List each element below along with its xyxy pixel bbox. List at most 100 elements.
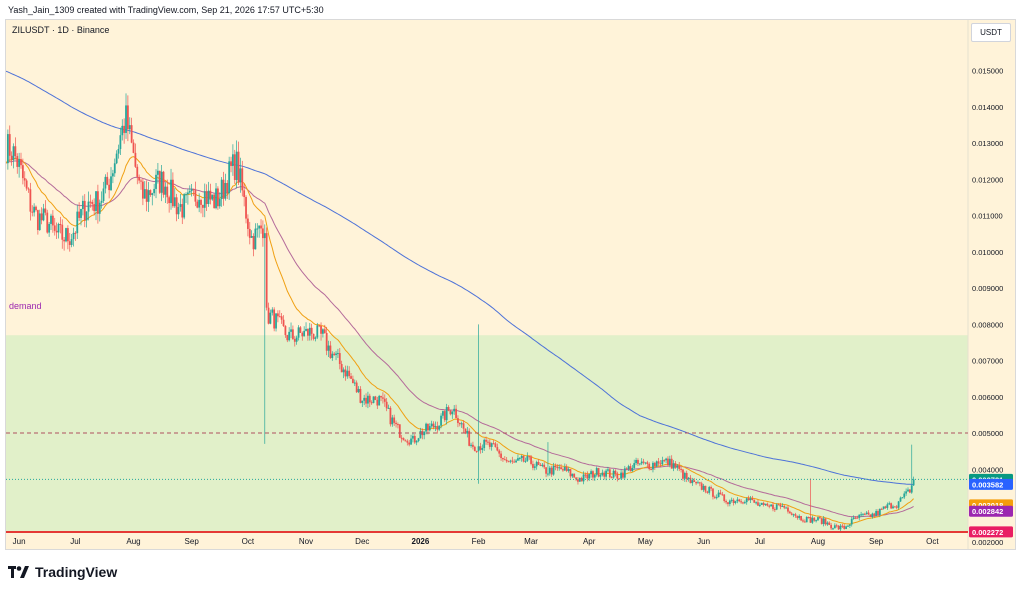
candle: [642, 458, 645, 465]
candle-body: [895, 506, 898, 508]
y-tick-label: 0.010000: [972, 248, 1003, 257]
candle-body: [33, 206, 36, 213]
candle-body: [175, 197, 178, 215]
candle: [40, 207, 43, 225]
candle-body: [487, 441, 489, 443]
candle: [775, 503, 778, 511]
demand-zone-label: demand: [9, 301, 42, 311]
candle: [98, 199, 101, 222]
candle: [280, 313, 283, 324]
candle: [487, 439, 489, 446]
candle-body: [734, 501, 737, 503]
candle-body: [728, 500, 731, 505]
candle: [835, 523, 838, 528]
candle: [650, 468, 652, 471]
candle: [247, 214, 249, 237]
candle: [541, 462, 544, 468]
candle: [537, 459, 540, 465]
candle: [320, 322, 322, 341]
candle: [552, 462, 555, 476]
candle-body: [453, 408, 456, 412]
candle-body: [183, 194, 186, 218]
candle: [318, 325, 321, 328]
candle-body: [747, 498, 750, 501]
candle-body: [262, 228, 264, 239]
candle-body: [383, 398, 386, 402]
candle-body: [410, 438, 412, 445]
candle-body: [325, 332, 328, 351]
candle: [113, 158, 116, 177]
candle-body: [905, 491, 908, 494]
y-tick-label: 0.002000: [972, 538, 1003, 547]
candle: [168, 195, 171, 213]
candle: [815, 519, 818, 523]
chart-panel[interactable]: 0.002000 0.004000 0.005000 0.006000 0.007000…: [5, 19, 1016, 550]
candle: [577, 476, 579, 485]
candle: [757, 499, 759, 506]
candle: [170, 168, 172, 210]
candle: [475, 450, 478, 453]
candle-body: [110, 176, 112, 191]
candle-body: [582, 474, 585, 482]
y-tick-label: 0.013000: [972, 139, 1003, 148]
candle: [325, 326, 328, 356]
candle: [327, 340, 330, 358]
candle-body: [590, 471, 592, 475]
candle: [194, 181, 197, 207]
candle-body: [316, 325, 319, 338]
candle-body: [633, 463, 636, 468]
candle: [93, 198, 96, 216]
candle-body: [565, 466, 568, 471]
candle: [837, 524, 840, 530]
candle-body: [323, 329, 326, 333]
candle-body: [680, 468, 682, 470]
candle: [177, 202, 180, 220]
candle: [788, 510, 791, 514]
candle-body: [74, 232, 77, 234]
candle-body: [363, 397, 366, 401]
candle-body: [847, 525, 849, 527]
candle-body: [443, 411, 446, 421]
candle-body: [457, 418, 459, 423]
candle: [215, 182, 217, 210]
candle-body: [873, 513, 876, 516]
candle: [783, 504, 786, 510]
candle-body: [481, 448, 484, 450]
candle-body: [230, 161, 232, 167]
candle-body: [672, 463, 675, 469]
y-tick-label: 0.008000: [972, 320, 1003, 329]
candle-body: [631, 467, 634, 472]
candle-body: [209, 190, 212, 200]
candle: [502, 457, 504, 462]
candle: [211, 194, 214, 201]
candle: [803, 519, 806, 523]
candle: [526, 452, 529, 462]
candle: [612, 469, 615, 479]
candle: [342, 367, 345, 379]
y-tick-label: 0.012000: [972, 175, 1003, 184]
candle: [288, 327, 291, 342]
candle-body: [438, 425, 441, 430]
candle-body: [908, 489, 911, 493]
candle-body: [683, 472, 686, 479]
candle-body: [51, 215, 54, 226]
candle-body: [141, 181, 144, 199]
candle: [224, 173, 227, 201]
candle-body: [68, 241, 71, 245]
candle: [770, 504, 772, 507]
candle: [134, 143, 137, 169]
candle: [907, 487, 909, 492]
price-chart[interactable]: 0.002000 0.004000 0.005000 0.006000 0.007000…: [6, 20, 1015, 549]
candle: [55, 222, 58, 239]
candle: [275, 313, 277, 332]
currency-button[interactable]: USDT: [971, 23, 1011, 42]
candle-body: [170, 179, 172, 204]
candle-body: [751, 498, 754, 500]
candle: [618, 478, 621, 480]
candle-body: [320, 326, 322, 334]
tradingview-logo[interactable]: TradingView: [8, 564, 117, 580]
candle: [188, 185, 191, 194]
candle: [162, 170, 165, 198]
candle-body: [284, 325, 287, 336]
candle: [110, 167, 112, 192]
